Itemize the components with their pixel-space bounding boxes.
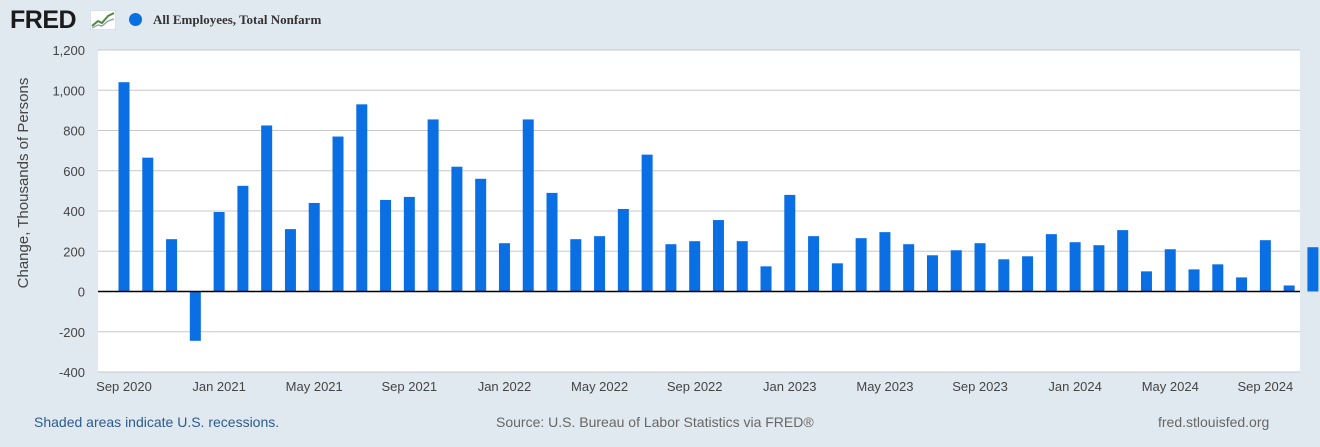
- x-tick-label: May 2023: [856, 379, 913, 394]
- y-tick-label: 1,200: [52, 43, 85, 58]
- bar[interactable]: [308, 202, 320, 292]
- bar[interactable]: [332, 136, 344, 292]
- x-tick-label: Jan 2022: [478, 379, 532, 394]
- line-chart-icon: [90, 10, 116, 30]
- x-tick-label: Sep 2024: [1238, 379, 1294, 394]
- bar[interactable]: [974, 243, 986, 292]
- y-tick-label: 1,000: [52, 83, 85, 98]
- y-tick-label: -400: [59, 365, 85, 380]
- bar[interactable]: [736, 241, 748, 292]
- legend-label: All Employees, Total Nonfarm: [153, 12, 322, 27]
- bar[interactable]: [998, 259, 1010, 292]
- chart-header: FRED All Employees, Total Nonfarm: [0, 0, 1320, 40]
- bar-series: [118, 82, 1319, 341]
- bar[interactable]: [261, 125, 273, 292]
- site-link[interactable]: fred.stlouisfed.org: [1158, 414, 1270, 430]
- chart-svg: -400 -200 0 200 400 600 800 1,000 1,200 Sep 2020…: [15, 43, 1319, 394]
- bar[interactable]: [166, 239, 178, 292]
- x-tick-label: Sep 2022: [667, 379, 723, 394]
- bar[interactable]: [237, 185, 249, 292]
- bar[interactable]: [570, 239, 582, 292]
- bar[interactable]: [950, 250, 962, 292]
- bar[interactable]: [1212, 264, 1224, 292]
- y-tick-label: 200: [63, 244, 85, 259]
- bar[interactable]: [1188, 269, 1200, 292]
- bar[interactable]: [356, 104, 368, 292]
- bar[interactable]: [1069, 242, 1081, 292]
- x-tick-label: Sep 2020: [96, 379, 152, 394]
- bar[interactable]: [879, 232, 891, 292]
- x-tick-label: Sep 2021: [382, 379, 438, 394]
- x-axis: Sep 2020 Jan 2021 May 2021 Sep 2021 Jan 2022…: [96, 379, 1293, 394]
- recession-note-link[interactable]: Shaded areas indicate U.S. recessions.: [34, 414, 280, 430]
- bar[interactable]: [1093, 245, 1105, 292]
- bar[interactable]: [712, 220, 724, 292]
- bar[interactable]: [689, 241, 701, 292]
- x-tick-label: Sep 2023: [952, 379, 1008, 394]
- x-tick-label: May 2021: [286, 379, 343, 394]
- y-axis: -400 -200 0 200 400 600 800 1,000 1,200: [52, 43, 85, 380]
- bar[interactable]: [1022, 256, 1034, 292]
- bar[interactable]: [546, 192, 558, 292]
- bar[interactable]: [522, 119, 534, 292]
- bar[interactable]: [189, 291, 201, 341]
- source-note: Source: U.S. Bureau of Labor Statistics …: [496, 414, 814, 430]
- bar[interactable]: [926, 255, 938, 292]
- x-tick-label: Jan 2021: [192, 379, 246, 394]
- bar[interactable]: [213, 212, 225, 292]
- bar[interactable]: [142, 157, 154, 292]
- y-tick-label: 0: [78, 285, 85, 300]
- bar[interactable]: [1140, 271, 1152, 292]
- y-tick-label: -200: [59, 325, 85, 340]
- fred-logo[interactable]: FRED: [10, 6, 77, 34]
- x-tick-label: Jan 2023: [763, 379, 817, 394]
- bar[interactable]: [665, 244, 677, 292]
- y-tick-label: 400: [63, 204, 85, 219]
- bar[interactable]: [784, 194, 796, 292]
- bar[interactable]: [1236, 277, 1248, 292]
- bar[interactable]: [118, 82, 130, 292]
- bar[interactable]: [855, 238, 867, 292]
- bar[interactable]: [451, 166, 463, 292]
- bar[interactable]: [475, 178, 487, 292]
- y-tick-label: 800: [63, 124, 85, 139]
- x-tick-label: Jan 2024: [1048, 379, 1102, 394]
- bar[interactable]: [1307, 247, 1319, 292]
- bar[interactable]: [403, 196, 415, 292]
- y-axis-label: Change, Thousands of Persons: [15, 78, 32, 289]
- x-tick-label: May 2024: [1142, 379, 1199, 394]
- bar[interactable]: [594, 236, 606, 292]
- bar[interactable]: [380, 199, 392, 292]
- bar[interactable]: [760, 266, 772, 292]
- bar[interactable]: [641, 154, 653, 292]
- bar[interactable]: [903, 244, 915, 292]
- bar[interactable]: [1259, 240, 1271, 292]
- gridlines: [98, 49, 1300, 373]
- bar[interactable]: [831, 263, 843, 292]
- bar[interactable]: [617, 208, 629, 292]
- bar[interactable]: [1045, 234, 1057, 292]
- bar[interactable]: [427, 119, 439, 292]
- legend-marker: [129, 13, 142, 26]
- y-tick-label: 600: [63, 164, 85, 179]
- bar[interactable]: [498, 243, 510, 292]
- x-tick-label: May 2022: [571, 379, 628, 394]
- bar[interactable]: [808, 236, 820, 292]
- bar[interactable]: [284, 229, 296, 292]
- bar[interactable]: [1164, 249, 1176, 292]
- bar[interactable]: [1283, 285, 1295, 292]
- bar[interactable]: [1117, 230, 1129, 292]
